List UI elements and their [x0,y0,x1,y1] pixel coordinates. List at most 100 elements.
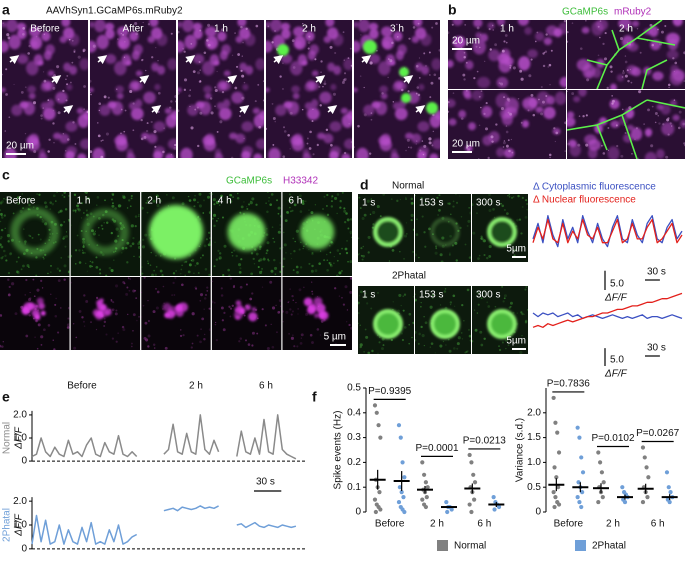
speckle [468,206,470,209]
speckle [255,24,259,28]
data-point [472,480,478,485]
trace-line [31,505,297,545]
speckle [312,108,314,110]
speckle [577,143,581,147]
cell [99,104,111,116]
speckle [343,151,347,155]
speckle [667,83,671,87]
cell [27,85,36,94]
speckle [250,200,252,203]
data-point [425,485,430,490]
speckle [203,297,207,300]
speckle [343,209,347,213]
speckle [677,126,681,130]
speckle [396,36,399,38]
cell [244,33,256,46]
cell [448,98,456,108]
cell [105,28,115,40]
speckle [332,92,336,96]
speckle [339,206,342,209]
speckle [208,211,211,215]
gfp-cell [10,207,60,257]
data-point [552,504,557,510]
speckle [420,325,423,329]
speckle [311,252,314,256]
speckle [296,270,299,274]
cell [332,33,344,46]
speckle [465,350,468,353]
cell [679,119,685,129]
speckle [341,192,344,194]
speckle [174,143,176,147]
speckle [376,49,378,52]
speckle [512,196,515,198]
speckle [404,234,408,238]
arrow [403,75,414,85]
speckle [29,297,32,300]
cell [627,42,639,52]
speckle [493,216,496,219]
speckle [55,297,57,300]
speckle [291,310,295,313]
y-tick-label: 0.5 [527,482,541,493]
speckle [673,99,676,101]
speckle [422,153,425,156]
speckle [512,311,515,314]
speckle [218,204,221,206]
speckle [213,203,216,206]
speckle [464,351,467,354]
speckle [311,251,314,254]
speckle [654,121,657,124]
y-tick-label: 1.0 [13,433,27,444]
cell [358,20,370,33]
speckle [416,86,420,89]
speckle [486,301,489,304]
speckle [77,208,81,212]
data-point [444,499,449,505]
speckle [364,328,367,331]
data-point [373,509,378,515]
speckle [183,261,186,264]
speckle [121,252,123,254]
nucleus-spot [244,304,251,311]
cell [121,54,132,66]
cell [578,90,587,97]
gfp-cell [363,40,377,54]
speckle [70,281,72,284]
speckle [50,293,52,296]
speckle [220,287,223,290]
cell [626,64,638,75]
speckle [480,235,483,238]
speckle [602,152,606,155]
cell [543,37,552,46]
speckle [96,204,98,206]
speckle [57,211,60,214]
speckle [2,249,6,253]
data-point [575,425,580,430]
speckle [8,116,11,119]
scale-bar-label: 20 µm [452,36,480,47]
speckle [624,131,627,135]
data-point [396,499,402,505]
data-point [402,475,407,480]
speckle [97,122,99,124]
cell [29,26,41,37]
speckle [434,352,436,354]
speckle [255,203,258,206]
cell [55,91,68,104]
speckle [140,58,144,62]
trace-line [532,218,683,244]
speckle [103,320,107,324]
speckle [290,336,294,340]
speckle [578,115,581,117]
cell [496,147,505,157]
speckle [229,200,233,203]
speckle [448,110,450,113]
cell [76,107,85,115]
speckle [42,256,44,258]
cell [178,40,185,53]
speckle [40,279,43,282]
speckle [7,36,11,40]
speckle [131,345,133,348]
speckle [314,204,317,206]
